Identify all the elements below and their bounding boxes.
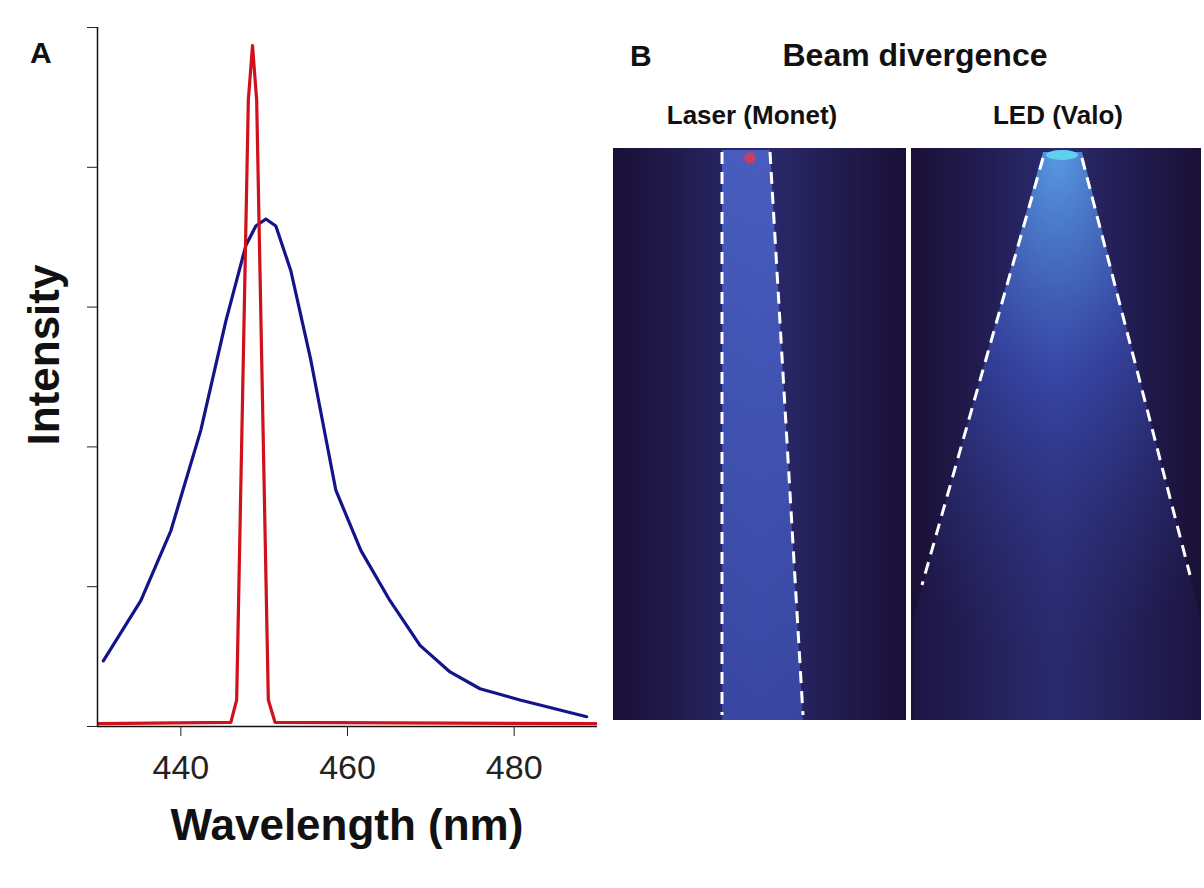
svg-text:480: 480 — [486, 748, 543, 786]
svg-text:LED (Valo): LED (Valo) — [993, 100, 1123, 130]
svg-text:Laser (Monet): Laser (Monet) — [667, 100, 837, 130]
svg-text:Beam divergence: Beam divergence — [782, 37, 1047, 73]
html-text:Wavelength (nm): Wavelength (nm) — [170, 800, 524, 849]
svg-text:B: B — [630, 39, 652, 72]
html-text:A: A — [30, 36, 52, 69]
svg-text:440: 440 — [152, 748, 209, 786]
svg-text:460: 460 — [319, 748, 376, 786]
html-text:Intensity: Intensity — [19, 264, 68, 446]
